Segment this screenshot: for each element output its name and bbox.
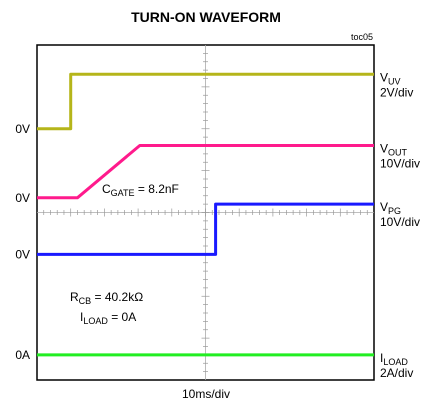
channel-name-vuv: VUV — [380, 70, 401, 86]
ground-label-iload: 0A — [15, 348, 30, 362]
channel-scale-vout: 10V/div — [380, 157, 420, 171]
ground-label-vuv: 0V — [15, 122, 30, 136]
trace-vpg — [37, 202, 374, 256]
annotation-iload-sub: LOAD — [83, 316, 108, 326]
x-axis-label: 10ms/div — [182, 387, 230, 401]
chart-title: TURN-ON WAVEFORM — [131, 9, 281, 25]
annotation-cgate-sub: GATE — [111, 188, 135, 198]
annotation-iload: ILOAD = 0A — [80, 310, 136, 326]
annotation-iload-value: = 0A — [108, 310, 136, 324]
ground-labels: 0V 0V 0V 0A — [15, 122, 30, 362]
annotation-iload-main: I — [80, 310, 83, 324]
trace-vuv — [37, 72, 374, 131]
traces — [37, 72, 374, 357]
ground-label-vpg: 0V — [15, 247, 30, 261]
figure-id: toc05 — [351, 32, 373, 42]
annotation-rcb-main: R — [70, 290, 79, 304]
channel-scale-vpg: 10V/div — [380, 215, 420, 229]
annotation-rcb-sub: CB — [79, 296, 92, 306]
annotation-cgate-value: = 8.2nF — [135, 182, 179, 196]
svg-text:CGATE = 8.2nF: CGATE = 8.2nF — [102, 182, 179, 198]
svg-text:RCB = 40.2kΩ: RCB = 40.2kΩ — [70, 290, 143, 306]
channel-name-iload: ILOAD — [380, 351, 408, 367]
channel-labels: VUV2V/divVOUT10V/divVPG10V/divILOAD2A/di… — [380, 70, 420, 380]
annotation-cgate: CGATE = 8.2nF — [102, 182, 179, 198]
annotation-rcb-value: = 40.2kΩ — [91, 290, 143, 304]
center-axes — [37, 45, 374, 380]
channel-name-vout: VOUT — [380, 142, 408, 158]
channel-scale-iload: 2A/div — [380, 366, 413, 380]
ground-label-vout: 0V — [15, 191, 30, 205]
annotation-cgate-main: C — [102, 182, 111, 196]
trace-vout — [37, 144, 374, 200]
annotation-rcb: RCB = 40.2kΩ — [70, 290, 143, 306]
channel-name-vpg: VPG — [380, 200, 401, 216]
channel-scale-vuv: 2V/div — [380, 85, 413, 99]
svg-text:ILOAD = 0A: ILOAD = 0A — [80, 310, 136, 326]
